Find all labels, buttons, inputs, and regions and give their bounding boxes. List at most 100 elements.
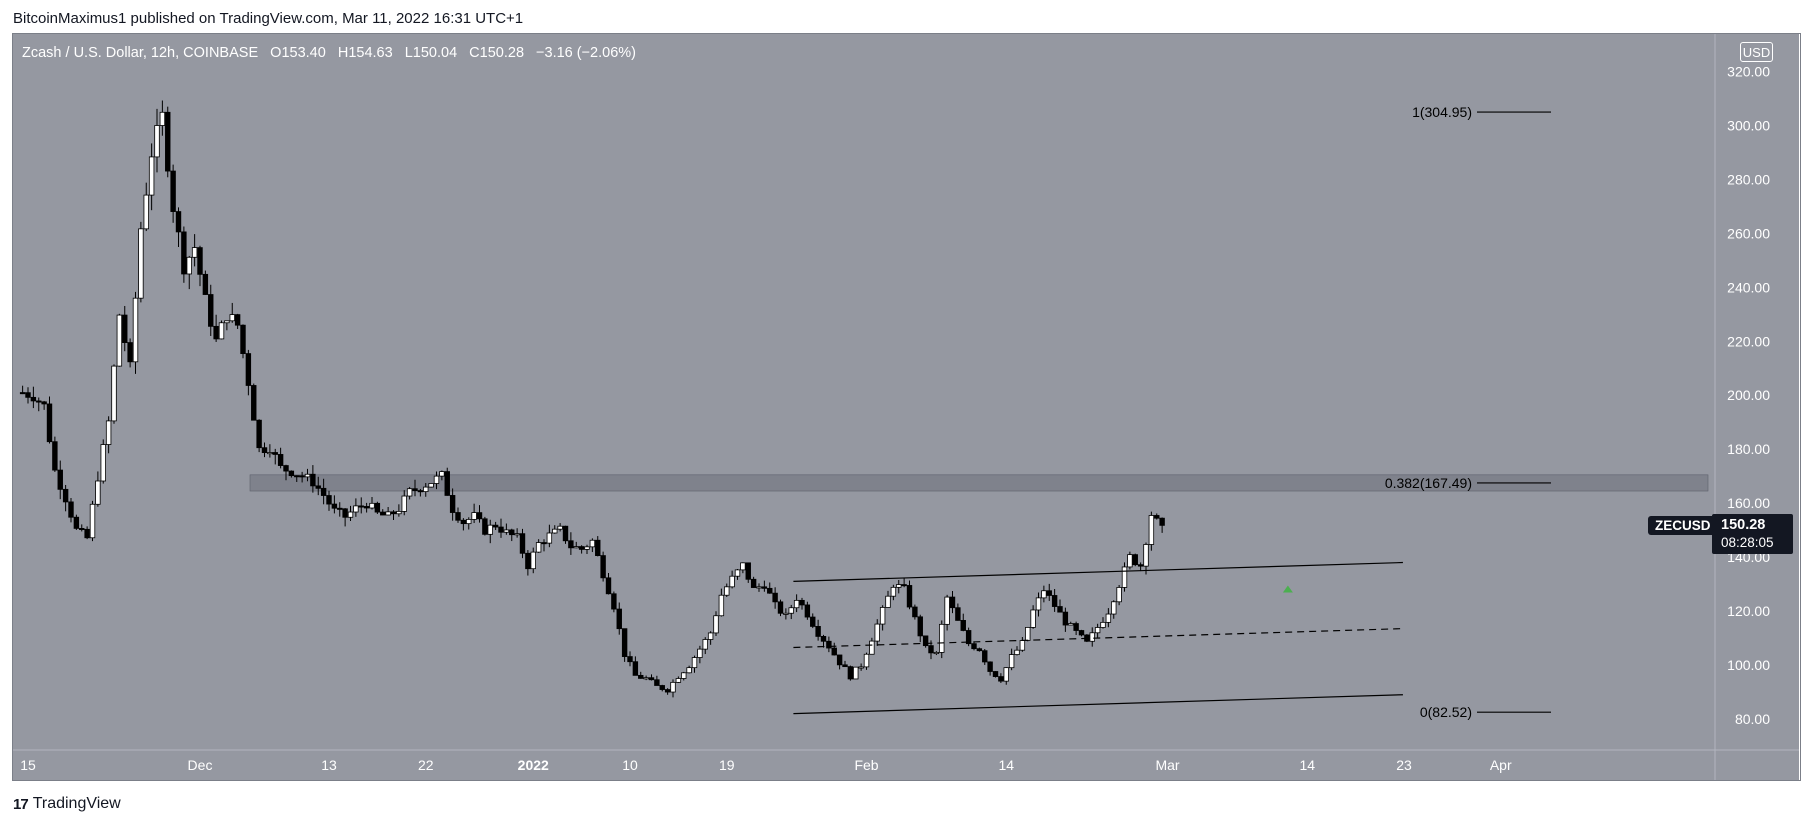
candle[interactable]: [611, 591, 617, 613]
candle[interactable]: [767, 582, 773, 594]
candle[interactable]: [514, 528, 520, 538]
candle[interactable]: [632, 656, 639, 676]
candle[interactable]: [25, 387, 31, 404]
candle[interactable]: [982, 648, 988, 665]
candle[interactable]: [750, 576, 757, 588]
candle[interactable]: [772, 587, 778, 609]
candle[interactable]: [132, 291, 139, 374]
candle[interactable]: [369, 497, 375, 510]
candle[interactable]: [955, 603, 961, 621]
candle[interactable]: [1132, 553, 1138, 567]
candle[interactable]: [1078, 629, 1085, 637]
candle[interactable]: [1041, 585, 1047, 603]
candle[interactable]: [84, 526, 90, 540]
candle[interactable]: [234, 313, 241, 330]
candle[interactable]: [1068, 621, 1074, 626]
candle[interactable]: [487, 519, 493, 544]
currency-button[interactable]: USD: [1740, 42, 1773, 62]
candle[interactable]: [944, 594, 950, 631]
candle[interactable]: [1148, 511, 1155, 551]
candle[interactable]: [842, 660, 848, 668]
candle[interactable]: [745, 562, 751, 583]
candle[interactable]: [89, 500, 96, 542]
candle[interactable]: [122, 305, 128, 352]
candle[interactable]: [390, 510, 397, 521]
price-axis[interactable]: [1715, 34, 1799, 750]
candle[interactable]: [277, 447, 284, 469]
candle[interactable]: [213, 314, 219, 342]
candle[interactable]: [202, 270, 209, 295]
candle[interactable]: [826, 636, 832, 653]
channel-upper-line[interactable]: [793, 561, 1403, 583]
candle[interactable]: [175, 207, 182, 247]
candle[interactable]: [374, 501, 381, 514]
candle[interactable]: [519, 528, 526, 559]
candle[interactable]: [681, 671, 687, 681]
candle[interactable]: [578, 545, 585, 554]
candle[interactable]: [831, 642, 837, 656]
candle[interactable]: [815, 619, 821, 641]
candle[interactable]: [643, 675, 649, 681]
candle[interactable]: [616, 602, 622, 635]
candle[interactable]: [879, 605, 886, 631]
candle[interactable]: [498, 518, 504, 538]
candle[interactable]: [971, 641, 977, 651]
candle[interactable]: [283, 464, 289, 481]
candle[interactable]: [401, 490, 407, 516]
candle[interactable]: [885, 590, 891, 608]
candle[interactable]: [976, 647, 983, 652]
candle[interactable]: [1137, 562, 1144, 572]
candle[interactable]: [853, 666, 859, 680]
candle[interactable]: [143, 182, 149, 232]
candle[interactable]: [1008, 648, 1015, 671]
candle[interactable]: [546, 524, 553, 548]
candle[interactable]: [627, 651, 633, 667]
candle[interactable]: [595, 536, 601, 557]
candle[interactable]: [541, 539, 547, 552]
candle[interactable]: [788, 604, 794, 620]
candle[interactable]: [987, 661, 993, 676]
candle[interactable]: [820, 634, 827, 648]
candle[interactable]: [890, 584, 897, 601]
candle[interactable]: [288, 470, 295, 478]
candle[interactable]: [605, 573, 612, 595]
candle[interactable]: [100, 439, 106, 484]
candle[interactable]: [299, 471, 305, 483]
candle[interactable]: [41, 400, 47, 410]
candle[interactable]: [79, 524, 85, 532]
candle[interactable]: [724, 583, 730, 597]
candle[interactable]: [756, 583, 762, 592]
candle[interactable]: [191, 234, 198, 267]
candle[interactable]: [702, 637, 708, 655]
candle[interactable]: [697, 645, 703, 664]
candle[interactable]: [245, 349, 252, 396]
candle[interactable]: [353, 498, 359, 517]
candle[interactable]: [793, 594, 800, 613]
candle[interactable]: [896, 579, 902, 594]
candle[interactable]: [342, 508, 348, 527]
candle[interactable]: [186, 255, 192, 290]
candle[interactable]: [105, 416, 112, 454]
candle[interactable]: [713, 611, 719, 637]
candle[interactable]: [912, 604, 918, 620]
candle[interactable]: [138, 221, 144, 303]
candle[interactable]: [52, 436, 58, 472]
candle[interactable]: [858, 663, 864, 671]
candle[interactable]: [707, 631, 714, 645]
candle[interactable]: [1159, 517, 1165, 533]
candle[interactable]: [686, 665, 692, 674]
candle[interactable]: [444, 467, 450, 496]
candle[interactable]: [740, 562, 746, 574]
candle[interactable]: [310, 465, 316, 493]
candle[interactable]: [734, 569, 741, 580]
candle[interactable]: [503, 523, 510, 535]
candle[interactable]: [1143, 542, 1149, 575]
candle[interactable]: [1105, 608, 1112, 628]
candle[interactable]: [154, 108, 160, 173]
candle[interactable]: [901, 577, 907, 588]
candle[interactable]: [208, 284, 214, 336]
candle[interactable]: [998, 673, 1004, 684]
candle[interactable]: [863, 652, 870, 670]
candle[interactable]: [428, 483, 434, 488]
